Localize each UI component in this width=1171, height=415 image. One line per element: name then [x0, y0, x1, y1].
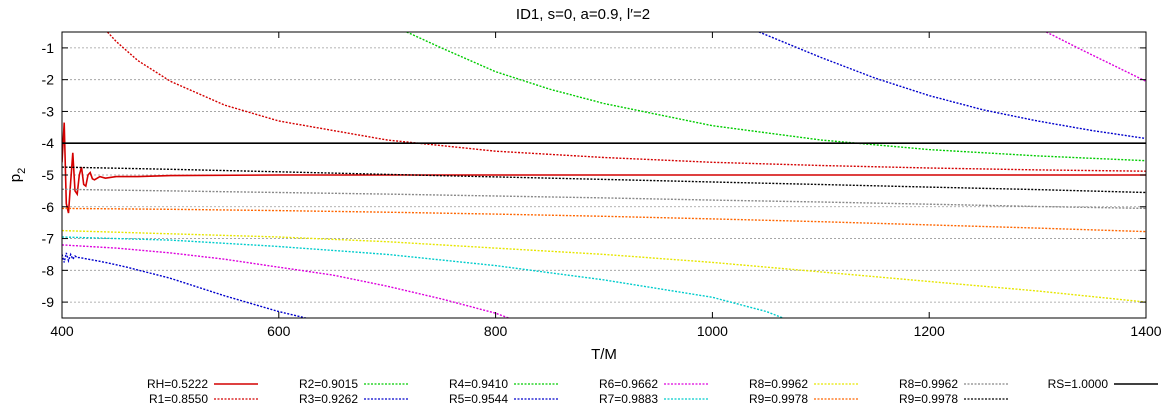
legend-label: R5=0.9544	[449, 392, 508, 406]
x-tick-label: 400	[50, 323, 74, 339]
y-axis-label-main: p	[7, 174, 24, 182]
legend-label: RH=0.5222	[147, 377, 208, 391]
x-axis-label: T/M	[591, 346, 617, 363]
svg-text:p2: p2	[7, 168, 28, 182]
y-tick-label: -7	[42, 231, 55, 247]
legend-label: R8=0.9962	[749, 377, 808, 391]
legend-label: R9=0.9978	[749, 392, 808, 406]
y-axis-label: p2	[7, 168, 28, 182]
series-line	[62, 236, 784, 318]
y-tick-label: -1	[42, 40, 55, 56]
series-line	[62, 244, 509, 318]
legend-label: R2=0.9015	[299, 377, 358, 391]
series-line	[62, 122, 1146, 214]
series-line	[62, 166, 1146, 194]
series-line	[406, 32, 1146, 162]
y-tick-label: -8	[42, 262, 55, 278]
y-tick-label: -9	[42, 294, 55, 310]
series-line	[62, 229, 1146, 303]
x-tick-label: 1200	[914, 323, 945, 339]
chart-title: ID1, s=0, a=0.9, l′=2	[516, 6, 650, 23]
legend-label: R9=0.9978	[899, 392, 958, 406]
y-tick-label: -6	[42, 199, 55, 215]
y-tick-label: -5	[42, 167, 55, 183]
x-axis: 400 600 800 1000 1200 1400	[50, 32, 1162, 339]
legend-label: R6=0.9662	[599, 377, 658, 391]
legend-label: RS=1.0000	[1048, 377, 1109, 391]
y-tick-label: -2	[42, 72, 55, 88]
legend-label: R4=0.9410	[449, 377, 508, 391]
series-line	[1045, 32, 1146, 82]
x-tick-label: 1400	[1130, 323, 1161, 339]
x-tick-label: 800	[484, 323, 508, 339]
legend-label: R3=0.9262	[299, 392, 358, 406]
series-line	[62, 252, 307, 318]
series-group	[62, 32, 1146, 318]
legend-label: R1=0.8550	[149, 392, 208, 406]
series-line	[62, 207, 1146, 233]
x-tick-label: 1000	[697, 323, 728, 339]
x-tick-label: 600	[267, 323, 291, 339]
y-axis-label-subscript: 2	[16, 168, 28, 174]
legend-label: R8=0.9962	[899, 377, 958, 391]
y-tick-label: -4	[42, 135, 55, 151]
plot-area	[62, 32, 1146, 318]
series-line	[106, 32, 1146, 172]
series-line	[62, 188, 1146, 210]
y-tick-label: -3	[42, 103, 55, 119]
y-axis: -1 -2 -3 -4 -5 -6 -7 -8 -9	[42, 40, 1146, 310]
legend-label: R7=0.9883	[599, 392, 658, 406]
